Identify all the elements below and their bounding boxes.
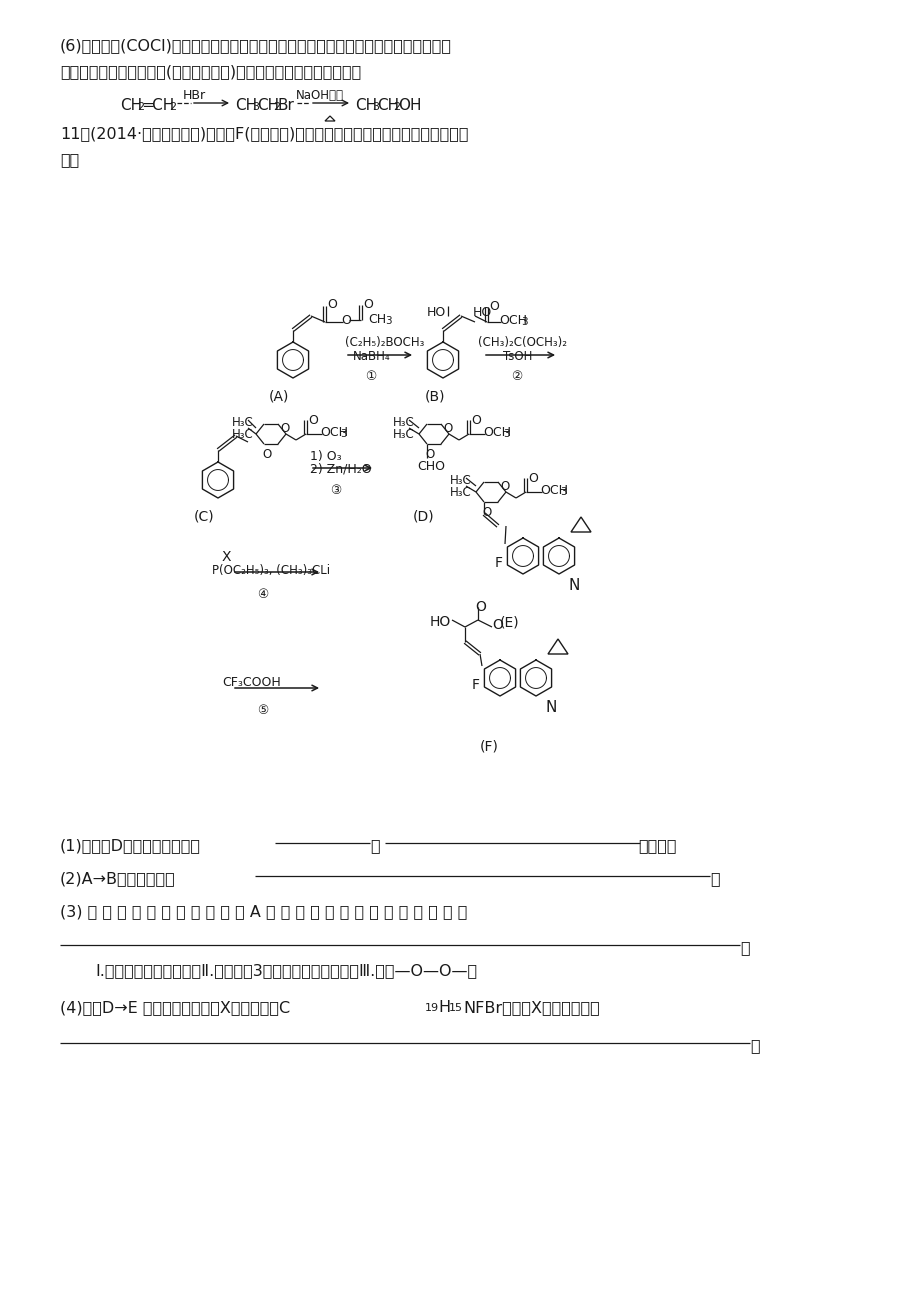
- Text: CHO: CHO: [416, 460, 445, 473]
- Text: ⑤: ⑤: [256, 704, 268, 717]
- Text: F: F: [494, 556, 503, 570]
- Text: O: O: [482, 506, 491, 519]
- Text: CH: CH: [234, 98, 256, 113]
- Text: OCH: OCH: [498, 314, 527, 327]
- Text: (CH₃)₂C(OCH₃)₂: (CH₃)₂C(OCH₃)₂: [478, 336, 566, 349]
- Text: O: O: [474, 600, 485, 615]
- Text: Ⅰ.分子中含有两个苯环；Ⅱ.分子中有3种不同化学环境的氢；Ⅲ.不含—O—O—。: Ⅰ.分子中含有两个苯环；Ⅱ.分子中有3种不同化学环境的氢；Ⅲ.不含—O—O—。: [95, 963, 477, 978]
- Text: (6)苯甲酰氯(COCl)是合成药品的重要中间体。请写出以苯、乙醚、甲醛为原料制备苯: (6)苯甲酰氯(COCl)是合成药品的重要中间体。请写出以苯、乙醚、甲醛为原料制…: [60, 38, 451, 53]
- Text: O: O: [279, 422, 289, 435]
- Text: (A): (A): [268, 391, 289, 404]
- Text: F: F: [471, 678, 480, 691]
- Text: (D): (D): [413, 510, 434, 523]
- Text: H₃C: H₃C: [232, 428, 254, 441]
- Text: (F): (F): [480, 740, 498, 754]
- Text: 。: 。: [709, 871, 719, 885]
- Text: 3: 3: [503, 428, 509, 439]
- Text: O: O: [443, 422, 452, 435]
- Text: (4)实现D→E 的转化中，化合物X的分子式为C: (4)实现D→E 的转化中，化合物X的分子式为C: [60, 1000, 289, 1016]
- Text: HO: HO: [426, 306, 446, 319]
- Text: X: X: [221, 549, 232, 564]
- Text: (B): (B): [425, 391, 445, 404]
- Text: 3: 3: [520, 316, 528, 327]
- Text: OCH: OCH: [539, 484, 567, 497]
- Text: OCH: OCH: [320, 426, 347, 439]
- Text: HBr: HBr: [183, 89, 206, 102]
- Text: CH: CH: [377, 98, 399, 113]
- Text: NaBH₄: NaBH₄: [353, 350, 391, 363]
- Text: (1)化合物D中官能团的名称为: (1)化合物D中官能团的名称为: [60, 838, 200, 853]
- Text: (C): (C): [194, 510, 214, 523]
- Text: O: O: [341, 314, 350, 327]
- Text: 15: 15: [448, 1003, 462, 1013]
- Text: 3: 3: [340, 428, 346, 439]
- Text: OH: OH: [398, 98, 421, 113]
- Text: (E): (E): [499, 615, 519, 629]
- Text: Br: Br: [278, 98, 295, 113]
- Text: 、: 、: [369, 838, 380, 853]
- Text: CH: CH: [355, 98, 377, 113]
- Text: H₃C: H₃C: [449, 486, 471, 499]
- Text: ═CH: ═CH: [142, 98, 174, 113]
- Text: TsOH: TsOH: [503, 350, 532, 363]
- Text: O: O: [528, 473, 538, 486]
- Text: NaOH溶液: NaOH溶液: [296, 89, 344, 102]
- Text: OCH: OCH: [482, 426, 510, 439]
- Text: O: O: [471, 414, 481, 427]
- Text: H₃C: H₃C: [449, 474, 471, 487]
- Text: 2) Zn/H₂O: 2) Zn/H₂O: [310, 464, 371, 477]
- Text: O: O: [326, 298, 336, 311]
- Text: 下：: 下：: [60, 152, 79, 167]
- Text: O: O: [308, 414, 318, 427]
- Text: 。: 。: [749, 1038, 759, 1053]
- Text: O: O: [492, 618, 503, 631]
- Text: H₃C: H₃C: [232, 417, 254, 428]
- Text: 3: 3: [252, 102, 259, 112]
- Text: O: O: [363, 298, 372, 311]
- Text: 。: 。: [739, 940, 749, 954]
- Text: N: N: [568, 578, 580, 592]
- Text: O: O: [499, 480, 509, 493]
- Text: ④: ④: [256, 589, 268, 602]
- Text: 3: 3: [371, 102, 379, 112]
- Text: ③: ③: [330, 484, 341, 497]
- Text: N: N: [545, 700, 557, 715]
- Text: 11．(2014·通泰扬宿模拟)化合物F(匹伐他汀)用于高胆固醇血症的治疗，其合成路线如: 11．(2014·通泰扬宿模拟)化合物F(匹伐他汀)用于高胆固醇血症的治疗，其合…: [60, 126, 468, 141]
- Text: 3: 3: [560, 487, 566, 497]
- Text: CH: CH: [256, 98, 278, 113]
- Text: (2)A→B的反应类型是: (2)A→B的反应类型是: [60, 871, 176, 885]
- Text: H₃C: H₃C: [392, 417, 414, 428]
- Text: HO: HO: [472, 306, 492, 319]
- Text: P(OC₂H₅)₃, (CH₃)₃CLi: P(OC₂H₅)₃, (CH₃)₃CLi: [211, 564, 330, 577]
- Text: 2: 2: [273, 102, 279, 112]
- Text: (3) 写 出 同 时 满 足 下 列 条 件 的 A 的 一 种 同 分 异 构 体 的 结 构 简 式 ：: (3) 写 出 同 时 满 足 下 列 条 件 的 A 的 一 种 同 分 异 …: [60, 904, 467, 919]
- Text: 1) O₃: 1) O₃: [310, 450, 341, 464]
- Text: H: H: [437, 1000, 449, 1016]
- Text: 3: 3: [384, 316, 391, 326]
- Text: O: O: [489, 299, 498, 312]
- Text: 2: 2: [169, 102, 176, 112]
- Text: 19: 19: [425, 1003, 438, 1013]
- Text: 和酯基。: 和酯基。: [637, 838, 675, 853]
- Text: ②: ②: [510, 370, 522, 383]
- Text: HO: HO: [429, 615, 450, 629]
- Text: ①: ①: [365, 370, 376, 383]
- Text: O: O: [425, 448, 434, 461]
- Text: CH: CH: [119, 98, 142, 113]
- Text: (C₂H₅)₂BOCH₃: (C₂H₅)₂BOCH₃: [345, 336, 424, 349]
- Text: 甲酰氯的合成路线流程图(无机试剂任用)。合成路线流程图示例如下：: 甲酰氯的合成路线流程图(无机试剂任用)。合成路线流程图示例如下：: [60, 64, 361, 79]
- Text: H₃C: H₃C: [392, 428, 414, 441]
- Text: 2: 2: [392, 102, 400, 112]
- Text: 2: 2: [137, 102, 144, 112]
- Text: CH: CH: [368, 312, 386, 326]
- Text: O: O: [262, 448, 271, 461]
- Text: NFBr，写出X的结构简式：: NFBr，写出X的结构简式：: [462, 1000, 599, 1016]
- Text: CF₃COOH: CF₃COOH: [221, 676, 280, 689]
